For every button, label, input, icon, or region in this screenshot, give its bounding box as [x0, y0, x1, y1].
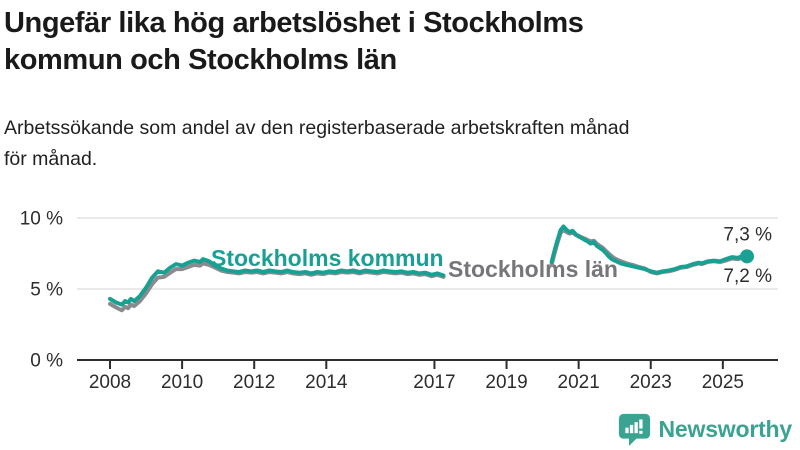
newsworthy-logo-icon — [618, 413, 650, 446]
chart-title: Ungefär lika hög arbetslöshet i Stockhol… — [4, 5, 584, 79]
end-value-label-stockholms-kommun: 7,3 % — [723, 224, 772, 245]
newsworthy-logo: Newsworthy — [618, 413, 792, 446]
end-dot-stockholms-kommun — [740, 249, 755, 264]
series-label-stockholms-l-n: Stockholms län — [448, 256, 618, 282]
x-tick-label-2008: 2008 — [89, 372, 131, 393]
series-label-stockholms-kommun: Stockholms kommun — [211, 245, 444, 271]
y-tick-label-0: 0 % — [30, 351, 63, 372]
chart-title-line-2: kommun och Stockholms län — [4, 44, 397, 76]
y-tick-label-10: 10 % — [20, 209, 63, 230]
chart-title-line-1: Ungefär lika hög arbetslöshet i Stockhol… — [4, 7, 584, 39]
x-tick-label-2021: 2021 — [558, 372, 600, 393]
x-tick-label-2014: 2014 — [305, 372, 348, 393]
x-tick-label-2019: 2019 — [485, 372, 527, 393]
x-tick-label-2010: 2010 — [161, 372, 203, 393]
y-tick-label-5: 5 % — [30, 280, 63, 301]
x-tick-label-2017: 2017 — [413, 372, 455, 393]
newsworthy-logo-text: Newsworthy — [658, 416, 793, 442]
chart-subtitle-line-2: för månad. — [4, 148, 98, 170]
x-tick-label-2012: 2012 — [233, 372, 275, 393]
end-value-label-stockholms-l-n: 7,2 % — [723, 266, 772, 287]
series-line-stockholms-kommun-segment-2 — [549, 224, 749, 275]
x-tick-label-2023: 2023 — [630, 372, 672, 393]
chart-subtitle: Arbetssökande som andel av den registerb… — [4, 113, 629, 175]
x-tick-label-2025: 2025 — [702, 372, 744, 393]
series-line-stockholms-kommun-segment-1 — [108, 257, 446, 307]
chart-subtitle-line-1: Arbetssökande som andel av den registerb… — [4, 117, 630, 139]
